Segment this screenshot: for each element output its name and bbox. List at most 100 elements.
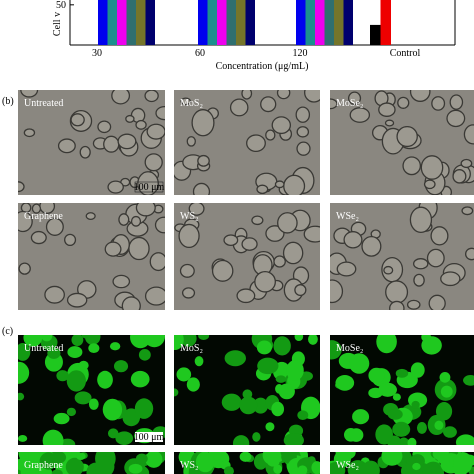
cell — [330, 279, 344, 304]
cell — [413, 258, 429, 270]
cell — [282, 241, 304, 265]
bar — [145, 0, 155, 45]
cell — [30, 230, 47, 245]
bars — [98, 0, 391, 45]
image-content — [18, 203, 165, 310]
micrograph: WSe₂ — [330, 203, 474, 310]
cell — [330, 98, 338, 110]
x-axis-label: Concentration (μg/mL) — [216, 61, 309, 72]
cell — [138, 349, 151, 361]
cell — [361, 235, 382, 257]
cell — [446, 109, 466, 128]
image-content — [174, 335, 320, 445]
cell — [304, 90, 320, 103]
cell — [406, 299, 421, 310]
image-content — [174, 452, 320, 474]
cell — [18, 392, 25, 401]
cell — [66, 407, 77, 417]
cell — [440, 385, 453, 398]
cell — [67, 346, 83, 358]
cell — [176, 367, 192, 382]
bar — [207, 0, 217, 45]
cell — [387, 408, 403, 420]
cell — [348, 353, 370, 374]
cell — [78, 360, 89, 370]
cell — [198, 335, 210, 340]
cell — [271, 116, 292, 135]
cell — [97, 120, 112, 134]
bar — [236, 0, 246, 45]
bar — [305, 0, 315, 45]
cell — [347, 91, 362, 105]
cell — [125, 114, 135, 123]
scale-bar-label: 100 μm — [134, 182, 165, 193]
cell — [349, 428, 364, 442]
micrograph: Untreated 100 μm — [18, 90, 165, 195]
cell — [294, 335, 304, 342]
cell — [440, 271, 461, 287]
cell — [59, 438, 76, 445]
cell — [378, 382, 397, 397]
cell — [135, 453, 148, 464]
cell — [256, 340, 272, 355]
cell — [274, 180, 285, 189]
cell — [426, 248, 445, 268]
cell — [297, 410, 309, 421]
cell — [191, 109, 215, 137]
cell — [296, 126, 310, 138]
cell — [402, 156, 422, 176]
image-content — [18, 452, 165, 474]
cell — [45, 217, 64, 236]
bar — [296, 0, 306, 45]
cell — [420, 155, 444, 180]
cell — [65, 457, 84, 474]
bar — [343, 0, 353, 45]
cell — [275, 375, 287, 383]
cell — [267, 457, 280, 467]
cell — [181, 287, 196, 299]
cell — [197, 154, 210, 167]
cell — [76, 452, 86, 460]
cell — [18, 457, 32, 471]
cell — [135, 203, 156, 217]
cell — [385, 280, 409, 304]
cell — [460, 158, 473, 169]
cell — [384, 119, 395, 127]
cell — [439, 372, 451, 383]
cell — [180, 97, 191, 106]
bar — [334, 0, 344, 45]
x-tick-label: 30 — [92, 48, 102, 59]
cell — [179, 263, 195, 278]
cell — [407, 437, 417, 445]
cell — [347, 460, 369, 474]
cell — [70, 113, 85, 127]
cell — [273, 255, 286, 268]
cell — [464, 247, 474, 261]
cell — [254, 270, 276, 293]
cell — [423, 179, 436, 190]
cell — [297, 465, 308, 474]
cell — [18, 342, 31, 361]
cell — [251, 215, 264, 226]
micrograph: MoS₂ — [174, 90, 320, 195]
cell — [20, 90, 39, 98]
cell — [149, 252, 165, 272]
cell — [434, 420, 444, 431]
cell — [410, 362, 425, 378]
cell — [117, 133, 137, 150]
image-content — [18, 335, 165, 445]
micrograph: MoS₂ — [174, 335, 320, 445]
cell — [428, 294, 446, 310]
cell — [74, 391, 92, 405]
cell — [128, 463, 143, 474]
cell — [143, 335, 165, 348]
y-tick-label: 50 — [56, 0, 66, 11]
micrographs: (b) Untreated 100 μm MoS₂ MoSe₂ Graphene WS₂ WS… — [2, 90, 474, 474]
cell — [271, 401, 285, 417]
cell — [398, 437, 410, 445]
cell — [430, 226, 449, 246]
image-content — [174, 90, 320, 195]
micrograph: Untreated 100 μm — [18, 335, 165, 445]
cell — [115, 431, 134, 445]
